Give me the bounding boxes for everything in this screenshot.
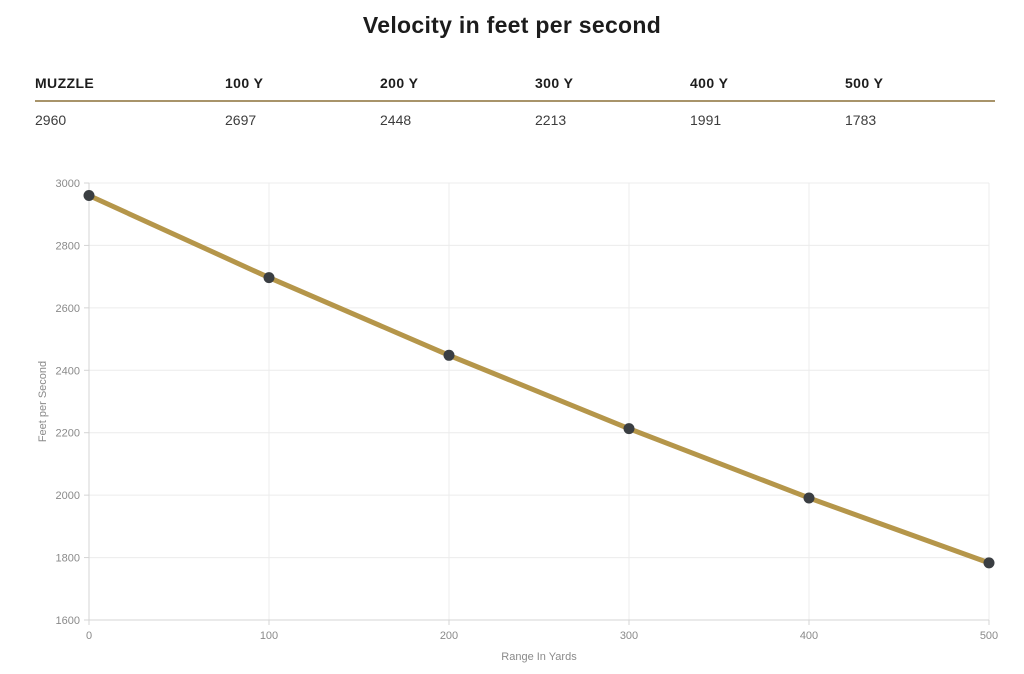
y-tick-label: 2600 — [56, 303, 80, 315]
velocity-table-value-row: 2960 2697 2448 2213 1991 1783 — [35, 102, 995, 128]
table-value-cell: 2213 — [535, 112, 567, 128]
x-tick-label: 300 — [620, 630, 638, 642]
velocity-data-point[interactable] — [83, 189, 95, 201]
y-axis-title: Feet per Second — [37, 361, 49, 442]
y-tick-label: 1600 — [56, 615, 80, 627]
table-header-cell: 400 Y — [690, 75, 729, 91]
velocity-data-point[interactable] — [623, 423, 635, 435]
table-divider-rule — [35, 100, 995, 102]
y-tick-label: 2800 — [56, 240, 80, 252]
table-value-cell: 1783 — [845, 112, 877, 128]
velocity-chart-container: 1600 1800 2000 2200 2400 2600 2800 3000 0 100 200 3… — [0, 172, 1024, 674]
table-header-cell: MUZZLE — [35, 75, 95, 91]
velocity-series-line — [86, 192, 992, 566]
x-tick-label: 400 — [800, 630, 818, 642]
x-tick-label: 0 — [86, 630, 92, 642]
table-value-cell: 1991 — [690, 112, 722, 128]
velocity-data-point[interactable] — [263, 272, 275, 284]
table-header-cell: 500 Y — [845, 75, 884, 91]
y-tick-label: 2200 — [56, 428, 80, 440]
table-value-cell: 2960 — [35, 112, 67, 128]
y-tick-label: 1800 — [56, 553, 80, 565]
x-axis-title: Range In Yards — [501, 651, 577, 663]
velocity-line-chart: 1600 1800 2000 2200 2400 2600 2800 3000 0 100 200 3… — [37, 178, 998, 663]
velocity-data-point[interactable] — [803, 492, 815, 504]
x-tick-label: 100 — [260, 630, 278, 642]
velocity-data-point[interactable] — [983, 557, 995, 569]
page-title: Velocity in feet per second — [362, 12, 662, 38]
y-tick-label: 3000 — [56, 178, 80, 190]
x-tick-label: 500 — [980, 630, 998, 642]
velocity-table: MUZZLE 100 Y 200 Y 300 Y 400 Y 500 Y 2960 2697… — [35, 75, 995, 128]
table-value-cell: 2448 — [380, 112, 412, 128]
table-value-cell: 2697 — [225, 112, 257, 128]
table-header-cell: 200 Y — [380, 75, 419, 91]
y-tick-label: 2400 — [56, 365, 80, 377]
table-header-cell: 300 Y — [535, 75, 574, 91]
x-tick-label: 200 — [440, 630, 458, 642]
velocity-table-header-row: MUZZLE 100 Y 200 Y 300 Y 400 Y 500 Y — [35, 75, 995, 100]
table-header-cell: 100 Y — [225, 75, 264, 91]
y-tick-label: 2000 — [56, 490, 80, 502]
velocity-data-point[interactable] — [443, 349, 455, 361]
